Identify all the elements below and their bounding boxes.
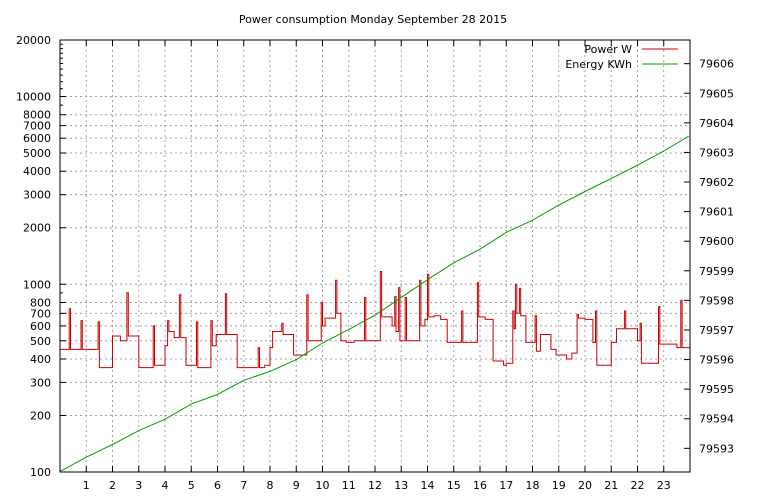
x-tick-label: 22 (631, 479, 645, 492)
y-left-tick-label: 2000 (23, 222, 51, 235)
x-tick-label: 6 (214, 479, 221, 492)
y-left-tick-label: 700 (30, 307, 51, 320)
y-right-tick-label: 79596 (699, 354, 734, 367)
x-tick-label: 18 (526, 479, 540, 492)
legend-label: Energy KWh (565, 58, 632, 71)
y-left-tick-label: 800 (30, 296, 51, 309)
x-tick-label: 1 (83, 479, 90, 492)
y-left-tick-label: 8000 (23, 109, 51, 122)
y-left-tick-label: 200 (30, 409, 51, 422)
y-left-tick-label: 400 (30, 353, 51, 366)
x-tick-label: 11 (342, 479, 356, 492)
legend-label: Power W (584, 43, 632, 56)
y-left-tick-label: 5000 (23, 147, 51, 160)
series-layer (59, 135, 690, 472)
series-line-energy-kwh (59, 135, 689, 472)
x-tick-label: 13 (394, 479, 408, 492)
x-tick-label: 4 (162, 479, 169, 492)
x-tick-label: 16 (473, 479, 487, 492)
x-tick-label: 3 (135, 479, 142, 492)
x-tick-label: 5 (188, 479, 195, 492)
y-right-tick-label: 79600 (699, 235, 734, 248)
x-tick-label: 10 (316, 479, 330, 492)
y-right-tick-label: 79595 (699, 383, 734, 396)
y-left-tick-label: 600 (30, 320, 51, 333)
y-right-tick-label: 79605 (699, 87, 734, 100)
chart-title: Power consumption Monday September 28 20… (239, 13, 507, 26)
y-right-tick-label: 79606 (699, 58, 734, 71)
x-tick-label: 23 (657, 479, 671, 492)
x-tick-label: 19 (552, 479, 566, 492)
y-right-tick-label: 79599 (699, 265, 734, 278)
y-left-tick-label: 6000 (23, 132, 51, 145)
y-left-tick-label: 500 (30, 335, 51, 348)
series-line-power-w (60, 271, 690, 369)
legend: Power W Energy KWh (565, 43, 678, 71)
x-tick-label: 20 (578, 479, 592, 492)
y-right-tick-label: 79594 (699, 413, 734, 426)
x-tick-label: 12 (368, 479, 382, 492)
y-left-tick-label: 300 (30, 376, 51, 389)
y-right-tick-label: 79593 (699, 442, 734, 455)
y-left-tick-label: 100 (30, 466, 51, 479)
y-left-tick-label: 20000 (16, 34, 51, 47)
y-right-tick-label: 79602 (699, 176, 734, 189)
x-tick-label: 9 (293, 479, 300, 492)
grid (60, 39, 690, 473)
axis-ticks (60, 39, 690, 473)
y-left-tick-label: 4000 (23, 165, 51, 178)
x-tick-label: 14 (421, 479, 435, 492)
axis-labels: 1 2 3 4 5 6 7 8 9 10 11 12 13 14 15 16 17 18 19 20 21 22 23100… (16, 34, 734, 492)
x-tick-label: 15 (447, 479, 461, 492)
y-right-tick-label: 79604 (699, 117, 734, 130)
y-right-tick-label: 79603 (699, 146, 734, 159)
x-tick-label: 7 (240, 479, 247, 492)
y-left-tick-label: 10000 (16, 91, 51, 104)
y-right-tick-label: 79598 (699, 294, 734, 307)
y-left-tick-label: 3000 (23, 189, 51, 202)
x-tick-label: 2 (109, 479, 116, 492)
x-tick-label: 21 (604, 479, 618, 492)
y-left-tick-label: 1000 (23, 278, 51, 291)
x-tick-label: 8 (267, 479, 274, 492)
y-right-tick-label: 79601 (699, 206, 734, 219)
y-right-tick-label: 79597 (699, 324, 734, 337)
y-left-tick-label: 7000 (23, 120, 51, 133)
x-tick-label: 17 (499, 479, 513, 492)
